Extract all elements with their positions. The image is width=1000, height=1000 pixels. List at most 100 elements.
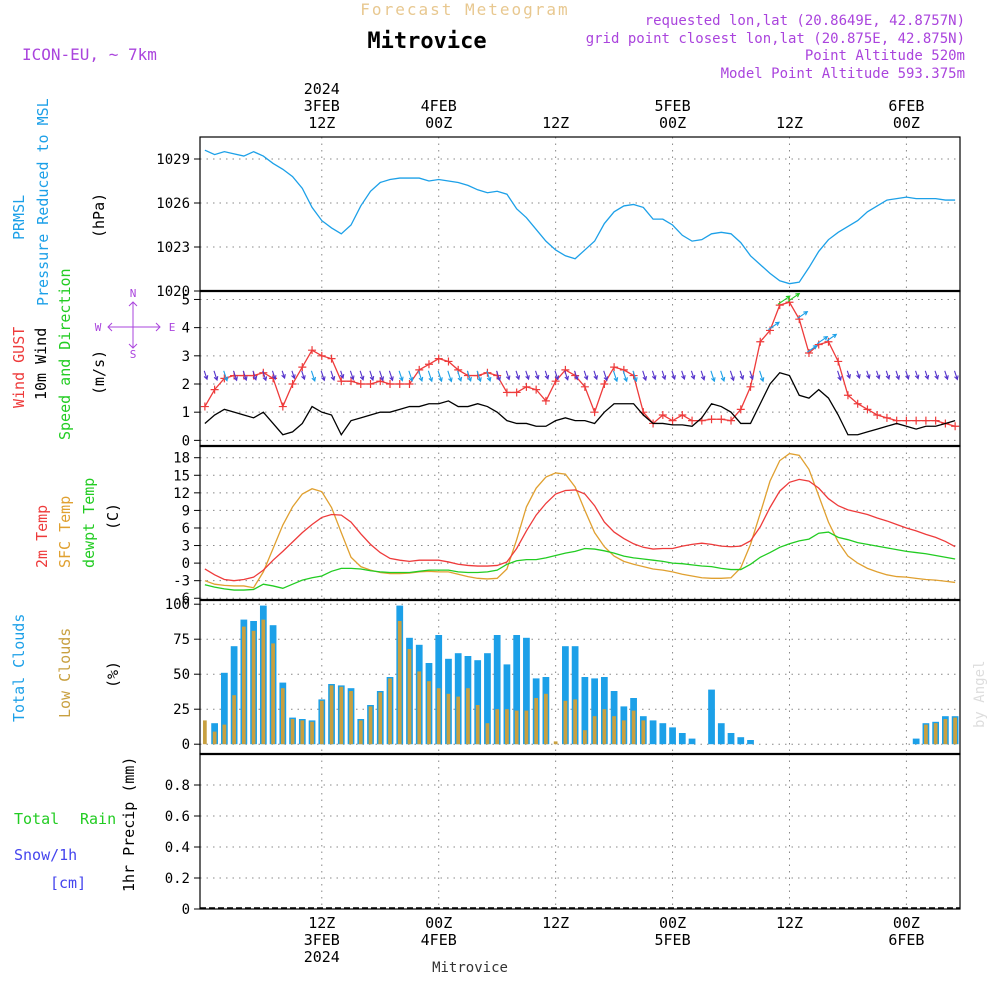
total-cloud-bar [591,678,598,745]
model-altitude: Model Point Altitude 593.375m [721,66,965,82]
wind-direction-arrow-icon [447,370,453,383]
wind-direction-arrow-icon [944,370,949,381]
low-cloud-bar [241,626,246,745]
gust-marker [863,405,872,414]
low-cloud-bar [222,724,227,745]
compass-n: N [130,287,137,300]
gust-marker [902,416,911,425]
precip-label-cm: [cm] [50,874,86,892]
wind-direction-arrow-icon [496,370,501,382]
low-cloud-bar [339,686,344,745]
time-label-bottom: 3FEB [304,931,340,949]
wind-direction-arrow-icon [573,370,579,381]
wind-direction-arrow-icon [729,370,735,382]
y-tick-label: 5 [182,292,190,308]
compass-e: E [169,321,176,334]
wind-direction-arrow-icon [681,370,686,381]
gust-marker [444,357,453,366]
wind-direction-arrow-icon [427,370,434,383]
gust-marker [804,349,813,357]
low-cloud-bar [329,685,334,745]
gust-marker [853,399,862,408]
time-label-bottom: 12Z [308,914,335,932]
requested-coords: requested lon,lat (20.8649E, 42.8757N) [645,13,965,29]
y-tick-label: 0.8 [165,778,190,794]
wind-direction-arrow-icon [865,370,871,380]
wind-direction-arrow-icon [330,370,336,382]
gust-marker [785,298,794,307]
low-cloud-bar [417,671,422,745]
y-tick-label: 0.6 [165,809,190,825]
wind-direction-arrow-icon [223,370,229,382]
wind-direction-arrow-icon [242,370,248,382]
y-tick-label: 0 [182,737,190,753]
compass-w: W [95,321,102,334]
gust-marker [658,411,667,419]
gust-marker [707,415,716,424]
wind-direction-arrow-icon [525,370,530,381]
low-cloud-bar [475,705,480,745]
wind-direction-arrow-icon [554,370,560,381]
gust-marker [327,354,336,363]
low-cloud-bar [592,716,597,745]
wind-direction-arrow-icon [953,370,959,381]
y-tick-label: 3 [182,349,190,365]
total-cloud-bar [669,727,676,745]
sfc-temp-line [204,452,956,589]
y-tick-label: -3 [173,574,190,590]
low-cloud-bar [602,709,607,745]
gust-marker [347,377,356,386]
y-tick-label: 0.4 [165,840,190,856]
wind-direction-arrow-icon [671,370,676,381]
gust-marker [912,416,921,425]
time-label-bottom: 00Z [893,914,920,932]
gust-marker [551,377,560,386]
model-label: ICON-EU, ~ 7km [22,45,157,64]
cloud-unit: (%) [104,661,122,688]
gust-marker [386,380,394,388]
low-cloud-bar [534,698,539,745]
time-label-bottom: 5FEB [655,931,691,949]
wind-direction-arrow-icon [281,370,286,380]
gust-marker [288,380,297,388]
gust-marker [317,351,326,360]
temp-label-dewpt: dewpt Temp [80,478,98,568]
wind-direction-arrow-icon [515,370,521,381]
low-cloud-bar [427,681,431,745]
temp-unit: (C) [104,503,122,530]
wind-direction-arrow-icon [934,370,939,380]
gust-marker [795,315,804,324]
wind-labels: Wind GUST 10m Wind Speed and Direction (… [10,268,175,440]
temp2m-line [204,478,956,582]
low-cloud-bar [251,630,256,745]
temp-label-2m: 2m Temp [33,505,51,568]
wind-direction-arrow-icon [739,370,745,381]
total-cloud-bar [659,723,667,745]
wind-direction-arrow-icon [700,370,706,381]
gust-marker [882,413,891,422]
time-label-bottom: 12Z [776,914,803,932]
wind-direction-arrow-icon [466,370,472,382]
time-label-top: 00Z [659,114,686,132]
wind-direction-arrow-icon [564,370,569,381]
gust-marker [532,385,541,394]
wind-direction-arrow-icon [320,370,326,382]
y-tick-label: 1023 [156,240,190,256]
y-tick-label: 15 [173,468,190,484]
marks-layer [200,149,960,909]
point-altitude: Point Altitude 520m [805,48,965,64]
wind-direction-arrow-icon [203,370,209,381]
y-tick-label: 9 [182,503,190,519]
low-cloud-bar [319,700,324,745]
wind-label-gust: Wind GUST [10,327,28,408]
gust-marker [298,363,307,372]
panel-frame [199,753,961,910]
gust-marker [366,380,375,388]
time-label-top: 3FEB [304,97,340,115]
wind-direction-arrow-icon [232,370,238,382]
low-cloud-bar [524,710,529,745]
low-cloud-bar [621,720,626,745]
y-tick-label: 1026 [156,196,190,212]
low-cloud-bar [544,693,548,745]
gust-marker [688,416,697,425]
